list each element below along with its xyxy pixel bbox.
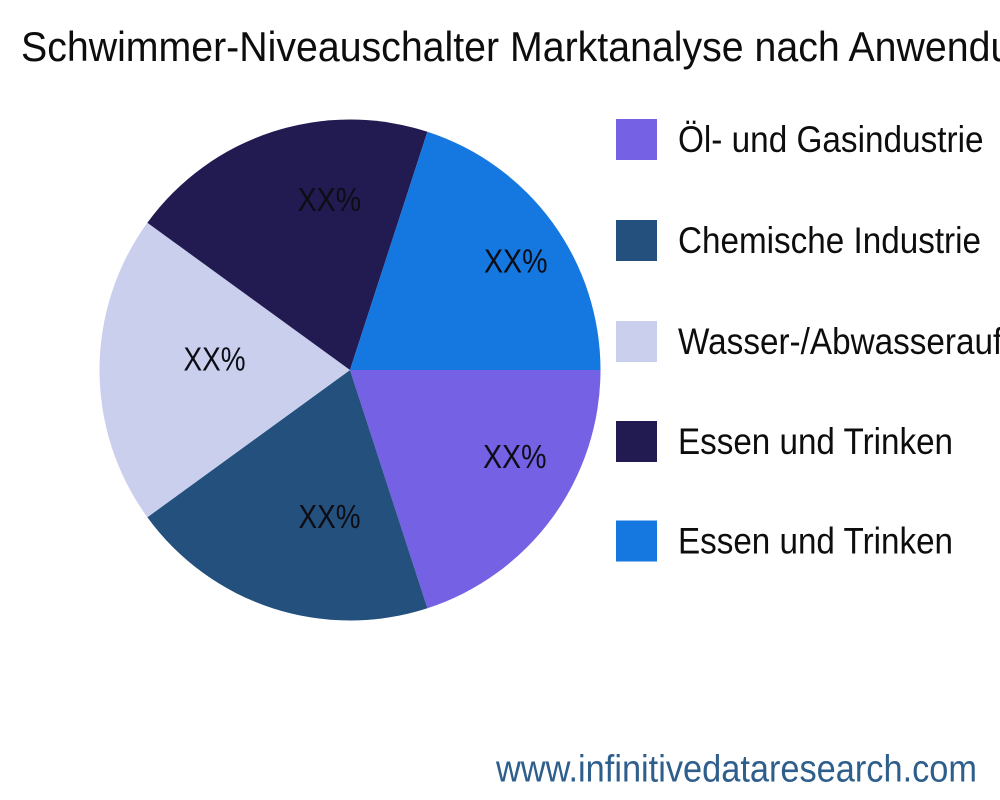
svg-text:XX%: XX% xyxy=(184,341,246,378)
svg-text:Öl- und Gasindustrie: Öl- und Gasindustrie xyxy=(678,119,984,160)
svg-text:Essen und Trinken: Essen und Trinken xyxy=(678,521,953,562)
svg-text:XX%: XX% xyxy=(299,498,361,535)
svg-text:XX%: XX% xyxy=(298,181,362,218)
svg-text:Schwimmer-Niveauschalter Markt: Schwimmer-Niveauschalter Marktanalyse na… xyxy=(21,23,1000,70)
svg-text:Wasser-/Abwasseraufbereitung: Wasser-/Abwasseraufbereitung xyxy=(678,321,1000,362)
svg-text:www.infinitivedataresearch.com: www.infinitivedataresearch.com xyxy=(495,749,977,791)
svg-text:XX%: XX% xyxy=(484,242,548,279)
svg-text:XX%: XX% xyxy=(483,438,547,475)
svg-text:Essen und Trinken: Essen und Trinken xyxy=(678,421,953,462)
svg-text:Chemische Industrie: Chemische Industrie xyxy=(678,220,981,261)
